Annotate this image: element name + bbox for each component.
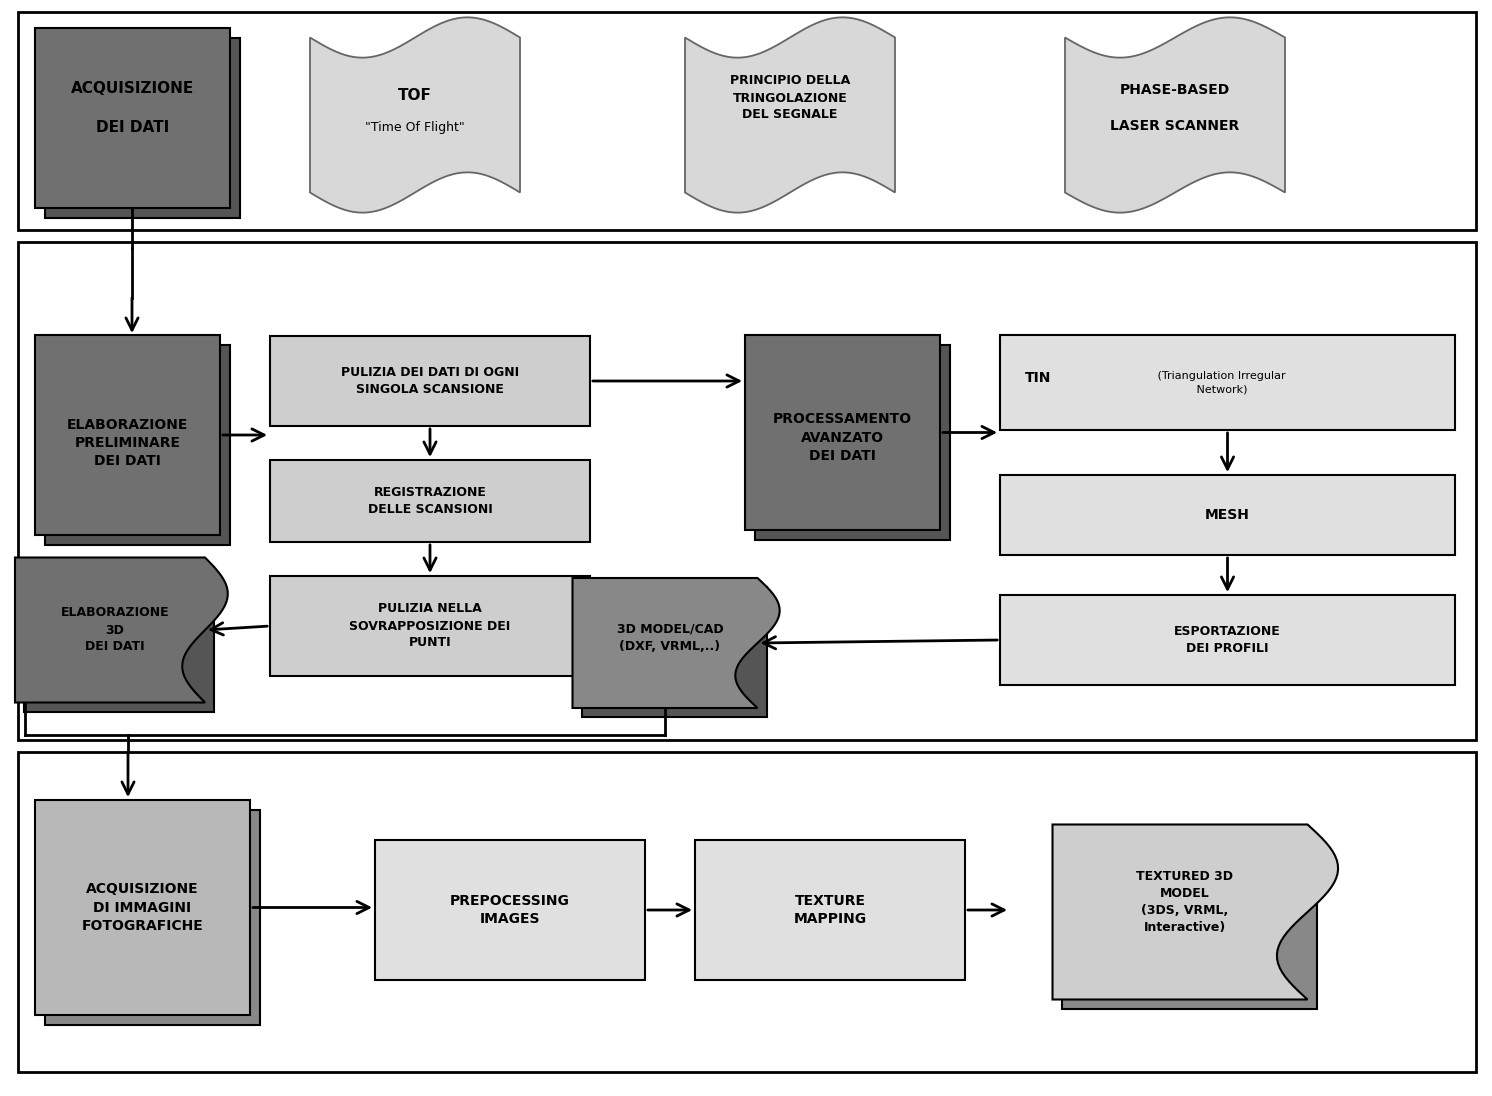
Bar bbox=[1061, 833, 1316, 1008]
Bar bbox=[18, 752, 1476, 1072]
Bar bbox=[24, 567, 213, 711]
Text: TEXTURE
MAPPING: TEXTURE MAPPING bbox=[794, 894, 867, 926]
Text: TEXTURED 3D
MODEL
(3DS, VRML,
Interactive): TEXTURED 3D MODEL (3DS, VRML, Interactiv… bbox=[1137, 870, 1234, 934]
Text: PROCESSAMENTO
AVANZATO
DEI DATI: PROCESSAMENTO AVANZATO DEI DATI bbox=[773, 412, 912, 463]
Bar bbox=[1000, 595, 1455, 685]
Text: ACQUISIZIONE
DI IMMAGINI
FOTOGRAFICHE: ACQUISIZIONE DI IMMAGINI FOTOGRAFICHE bbox=[82, 882, 203, 933]
Bar bbox=[18, 12, 1476, 230]
Text: PULIZIA DEI DATI DI OGNI
SINGOLA SCANSIONE: PULIZIA DEI DATI DI OGNI SINGOLA SCANSIO… bbox=[342, 366, 519, 396]
Bar bbox=[34, 335, 219, 535]
Bar bbox=[1000, 335, 1455, 430]
Text: ESPORTAZIONE
DEI PROFILI: ESPORTAZIONE DEI PROFILI bbox=[1174, 625, 1280, 655]
Text: "Time Of Flight": "Time Of Flight" bbox=[366, 122, 466, 135]
Polygon shape bbox=[1065, 18, 1285, 213]
Polygon shape bbox=[310, 18, 521, 213]
Bar bbox=[374, 840, 645, 980]
Bar bbox=[745, 335, 940, 530]
Polygon shape bbox=[15, 558, 228, 703]
Bar bbox=[270, 336, 589, 426]
Text: ELABORAZIONE
3D
DEI DATI: ELABORAZIONE 3D DEI DATI bbox=[61, 606, 169, 653]
Polygon shape bbox=[1052, 824, 1338, 1000]
Text: 3D MODEL/CAD
(DXF, VRML,..): 3D MODEL/CAD (DXF, VRML,..) bbox=[616, 623, 724, 653]
Bar bbox=[34, 28, 230, 208]
Text: ACQUISIZIONE

DEI DATI: ACQUISIZIONE DEI DATI bbox=[72, 81, 194, 135]
Text: ELABORAZIONE
PRELIMINARE
DEI DATI: ELABORAZIONE PRELIMINARE DEI DATI bbox=[67, 418, 188, 468]
Bar bbox=[45, 810, 260, 1025]
Bar bbox=[270, 460, 589, 543]
Polygon shape bbox=[685, 18, 895, 213]
Polygon shape bbox=[573, 578, 780, 708]
Bar bbox=[34, 800, 251, 1015]
Text: PREPOCESSING
IMAGES: PREPOCESSING IMAGES bbox=[451, 894, 570, 926]
Text: PRINCIPIO DELLA
TRINGOLAZIONE
DEL SEGNALE: PRINCIPIO DELLA TRINGOLAZIONE DEL SEGNAL… bbox=[730, 75, 850, 122]
Bar bbox=[45, 38, 240, 218]
Bar bbox=[45, 345, 230, 545]
Text: PHASE-BASED

LASER SCANNER: PHASE-BASED LASER SCANNER bbox=[1110, 82, 1240, 134]
Text: (Triangulation Irregular
 Network): (Triangulation Irregular Network) bbox=[1155, 370, 1286, 395]
Bar bbox=[695, 840, 965, 980]
Text: TOF: TOF bbox=[398, 88, 433, 103]
Text: PULIZIA NELLA
SOVRAPPOSIZIONE DEI
PUNTI: PULIZIA NELLA SOVRAPPOSIZIONE DEI PUNTI bbox=[349, 603, 510, 650]
Bar bbox=[1000, 475, 1455, 555]
Text: TIN: TIN bbox=[1025, 370, 1052, 385]
Bar bbox=[270, 576, 589, 676]
Text: MESH: MESH bbox=[1206, 509, 1250, 522]
Bar bbox=[18, 242, 1476, 740]
Text: REGISTRAZIONE
DELLE SCANSIONI: REGISTRAZIONE DELLE SCANSIONI bbox=[367, 486, 492, 516]
Bar bbox=[755, 345, 950, 540]
Bar bbox=[582, 587, 767, 717]
